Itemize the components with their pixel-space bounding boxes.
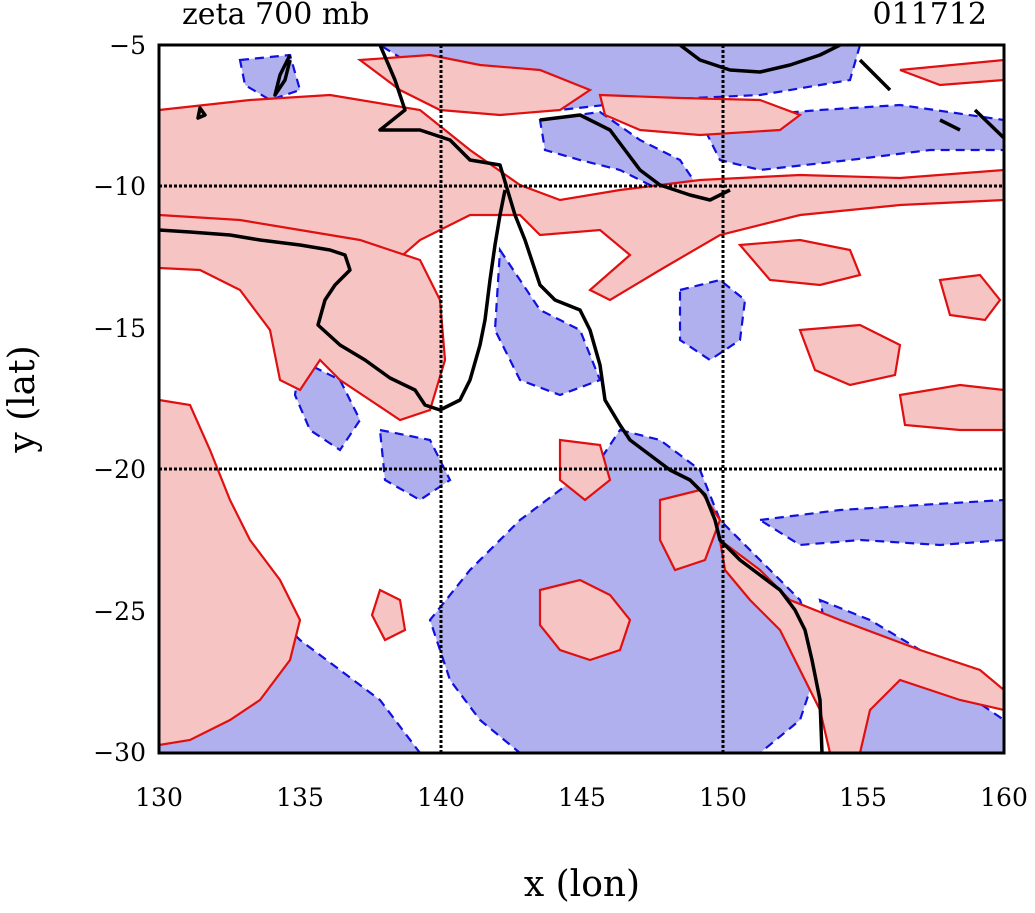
coastline-segment — [159, 189, 507, 412]
negative-vorticity-contour — [756, 498, 1004, 547]
positive-vorticity-regions — [159, 53, 1004, 753]
y-axis-label: y (lat) — [2, 345, 43, 453]
x-tick-label: 135 — [276, 783, 324, 812]
positive-vorticity-contour — [598, 93, 803, 137]
coastline-segment — [678, 45, 841, 74]
y-tick-label: −15 — [93, 314, 146, 343]
coastline-segment — [378, 45, 824, 753]
negative-vorticity-contour — [293, 358, 362, 452]
positive-vorticity-contour — [798, 323, 902, 387]
map-title-left: zeta 700 mb — [182, 0, 370, 32]
x-axis-label: x (lon) — [524, 864, 640, 905]
x-tick-label: 150 — [699, 783, 747, 812]
positive-vorticity-contour — [356, 53, 593, 117]
plot-frame — [157, 43, 1006, 755]
y-tick-label: −25 — [93, 597, 146, 626]
coastline-segment — [539, 113, 731, 202]
y-tick-label: −30 — [93, 738, 146, 767]
y-tick-label: −10 — [93, 172, 146, 201]
positive-vorticity-contour — [159, 213, 447, 422]
x-tick-label: 155 — [839, 783, 887, 812]
coastline — [159, 45, 1004, 753]
positive-vorticity-contour — [718, 537, 1004, 753]
x-axis: 130 135 140 145 150 155 160 x (lon) — [135, 783, 1028, 905]
positive-vorticity-contour — [899, 58, 1004, 87]
map-plot-area — [157, 43, 1006, 755]
positive-vorticity-contour — [938, 273, 1002, 322]
positive-vorticity-contour — [370, 588, 407, 642]
map-gridlines — [159, 45, 1004, 753]
coastline-segment — [939, 118, 961, 132]
y-tick-label: −20 — [93, 455, 146, 484]
positive-vorticity-contour — [159, 398, 302, 747]
x-tick-label: 145 — [558, 783, 606, 812]
negative-vorticity-contour — [378, 428, 452, 502]
coastline-segment — [858, 58, 892, 92]
positive-vorticity-contour — [737, 238, 862, 287]
positive-vorticity-contour — [538, 578, 632, 662]
negative-vorticity-contour — [493, 246, 602, 397]
coastline-segment — [273, 54, 292, 97]
x-tick-label: 130 — [135, 783, 183, 812]
x-tick-label: 140 — [417, 783, 465, 812]
y-axis: −5 −10 −15 −20 −25 −30 y (lat) — [2, 31, 146, 767]
x-tick-label: 160 — [980, 783, 1028, 812]
negative-vorticity-contour — [678, 278, 747, 362]
y-tick-label: −5 — [109, 31, 146, 60]
positive-vorticity-contour — [898, 383, 1004, 432]
coastline-segment — [196, 106, 207, 120]
map-title-right: 011712 — [872, 0, 987, 32]
coastline-segment — [973, 108, 1004, 140]
